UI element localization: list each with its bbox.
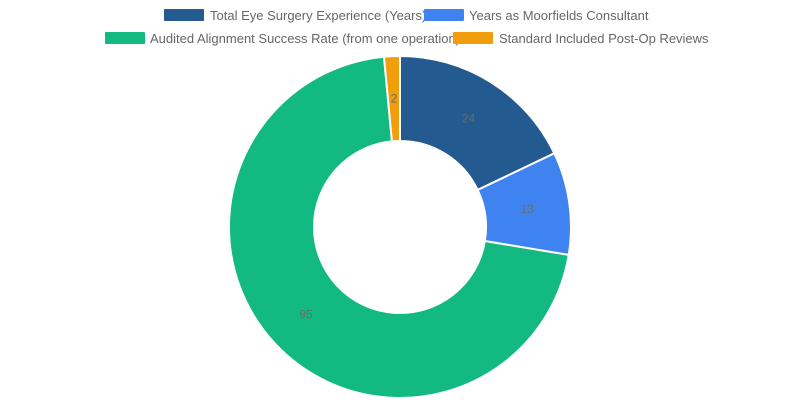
slice-value-label: 13 (521, 202, 535, 216)
doughnut-slice[interactable] (382, 54, 401, 143)
legend-swatch (424, 9, 464, 21)
legend-item-total-eye-surgery-experience[interactable]: Total Eye Surgery Experience (Years) (164, 8, 426, 23)
slice-value-label: 2 (391, 92, 398, 106)
legend-item-audited-alignment-success-rate[interactable]: Audited Alignment Success Rate (from one… (105, 31, 460, 46)
doughnut-slices (228, 54, 572, 399)
doughnut-labels: 24 13 95 2 (299, 92, 534, 322)
legend-item-years-as-moorfields-consultant[interactable]: Years as Moorfields Consultant (424, 8, 649, 23)
legend-swatch (105, 32, 145, 44)
doughnut-slice[interactable] (399, 54, 556, 192)
legend-label: Years as Moorfields Consultant (469, 8, 649, 23)
legend-label: Total Eye Surgery Experience (Years) (210, 8, 426, 23)
legend-swatch (453, 32, 493, 44)
legend-item-standard-post-op-reviews[interactable]: Standard Included Post-Op Reviews (453, 31, 709, 46)
slice-value-label: 95 (299, 308, 313, 322)
chart-legend: Total Eye Surgery Experience (Years) Yea… (105, 8, 709, 46)
doughnut-slice[interactable] (228, 55, 570, 399)
legend-label: Audited Alignment Success Rate (from one… (150, 31, 460, 46)
legend-swatch (164, 9, 204, 21)
legend-label: Standard Included Post-Op Reviews (499, 31, 709, 46)
slice-value-label: 24 (462, 111, 476, 125)
